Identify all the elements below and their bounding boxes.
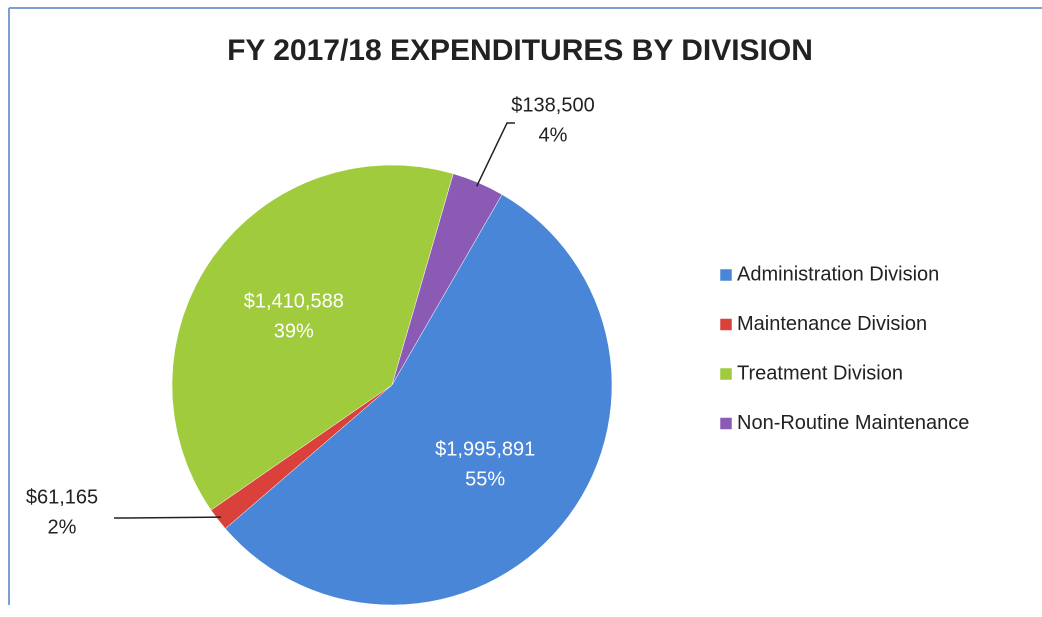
data-label: $138,500 (511, 94, 594, 116)
data-label: $61,165 (26, 486, 98, 508)
chart-title: FY 2017/18 EXPENDITURES BY DIVISION (227, 34, 813, 67)
percent-label: 4% (539, 124, 568, 146)
data-label: $1,410,588 (244, 291, 344, 313)
percent-label: 2% (48, 516, 77, 538)
legend-swatch (719, 318, 733, 331)
legend-label: Administration Division (737, 263, 939, 285)
legend-swatch (719, 417, 733, 430)
pie-slice (224, 194, 613, 606)
percent-label: 39% (274, 321, 314, 343)
leader-line (114, 516, 222, 519)
legend-label: Maintenance Division (737, 313, 927, 335)
legend-swatch (719, 268, 733, 282)
legend-swatch (719, 367, 733, 381)
legend-label: Treatment Division (737, 362, 903, 384)
percent-label: 55% (465, 468, 505, 490)
data-label: $1,995,891 (435, 438, 535, 460)
legend-label: Non-Routine Maintenance (737, 412, 969, 434)
pie-slice (171, 164, 454, 511)
leader-line (476, 122, 515, 187)
